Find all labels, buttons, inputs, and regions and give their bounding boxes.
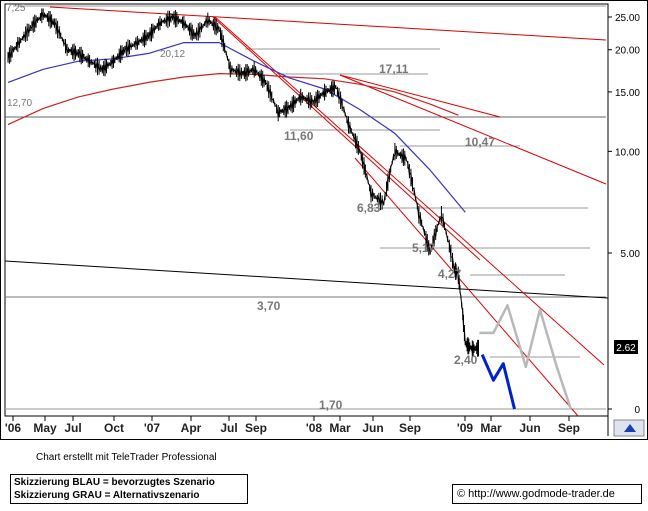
red-trend-line	[49, 6, 607, 41]
x-tick-label: Sep	[245, 421, 267, 435]
chart-credit: Chart erstellt mit TeleTrader Profession…	[36, 452, 217, 463]
arrow-icon	[624, 424, 636, 432]
level-annotation: 11,60	[284, 129, 314, 143]
y-tick-label: 0	[634, 405, 640, 416]
x-tick-label: '06	[5, 421, 22, 435]
level-annotation: 4,27	[438, 267, 462, 281]
x-tick-label: Mar	[480, 421, 502, 435]
x-tick-label: Apr	[181, 421, 202, 435]
scenario-legend: Skizzierung BLAU = bevorzugtes Szenario …	[10, 474, 248, 504]
level-annotation: 10,47	[465, 135, 495, 149]
x-tick-label: Jun	[362, 421, 383, 435]
indicator-lines	[4, 5, 609, 417]
red-trend-line	[214, 16, 605, 366]
level-annotation: 7,25	[6, 3, 26, 14]
price-line	[7, 11, 479, 354]
moving-average-blue	[7, 42, 466, 213]
y-tick-label: 10.00	[615, 147, 640, 158]
x-tick-label: '07	[144, 421, 161, 435]
gray-scenario-path	[479, 304, 572, 410]
y-tick-label: 5.00	[621, 249, 641, 260]
level-annotation: 12,70	[7, 98, 32, 109]
red-trend-line	[339, 74, 501, 118]
x-tick-label: Jun	[519, 421, 540, 435]
y-tick-label: 20.00	[615, 46, 640, 57]
source-url[interactable]: http://www.godmode-trader.de	[468, 488, 615, 500]
y-tick-label: 25.00	[615, 13, 640, 24]
x-tick-label: '08	[306, 421, 323, 435]
level-annotation: 6,83	[357, 201, 381, 215]
chart-frame	[0, 0, 648, 440]
y-axis-ticks: 25.00 20.00 15.00 10.00 5.00 0	[608, 13, 640, 416]
x-axis-ticks: '06 May Jul Oct '07 Apr Jul Sep '08 Mar Jun Sep '09 M…	[5, 416, 580, 435]
level-annotation: 17,11	[379, 62, 409, 76]
x-tick-label: May	[33, 421, 57, 435]
red-trend-line	[339, 74, 607, 185]
red-trend-line	[354, 157, 579, 417]
source-url-box[interactable]: © http://www.godmode-trader.de	[452, 484, 642, 504]
current-value-label: 2.62	[616, 343, 636, 354]
level-annotation: 3,70	[257, 299, 281, 313]
current-value-box	[614, 340, 638, 354]
x-tick-label: Oct	[104, 421, 124, 435]
long-trend-line	[4, 260, 609, 299]
x-tick-label: Mar	[329, 421, 351, 435]
x-tick-label: Sep	[399, 421, 421, 435]
price-series	[7, 8, 479, 358]
red-trend-line	[212, 16, 481, 261]
x-tick-label: Jul	[64, 421, 81, 435]
blue-scenario-path	[480, 353, 516, 410]
scenario-sketches	[479, 304, 572, 410]
y-tick-label: 15.00	[615, 88, 640, 99]
legend-gray: Skizzierung GRAU = Alternativszenario	[14, 490, 200, 501]
copyright-icon: ©	[457, 488, 466, 500]
annotations: 7,25 20,12 17,11 12,70 11,60 10,47 6,83 5,174,2…	[6, 3, 495, 412]
level-annotation: 2,40	[454, 353, 478, 367]
level-annotation: 5,17	[412, 241, 436, 255]
stock-chart: 7,25 20,12 17,11 12,70 11,60 10,47 6,83 5,174,2…	[4, 3, 645, 437]
x-tick-label: Jul	[220, 421, 237, 435]
legend-blue: Skizzierung BLAU = bevorzugtes Szenario	[14, 477, 215, 488]
level-annotation: 1,70	[319, 398, 343, 412]
x-tick-label: Sep	[558, 421, 580, 435]
level-annotation: 20,12	[160, 49, 185, 60]
x-tick-label: '09	[457, 421, 474, 435]
